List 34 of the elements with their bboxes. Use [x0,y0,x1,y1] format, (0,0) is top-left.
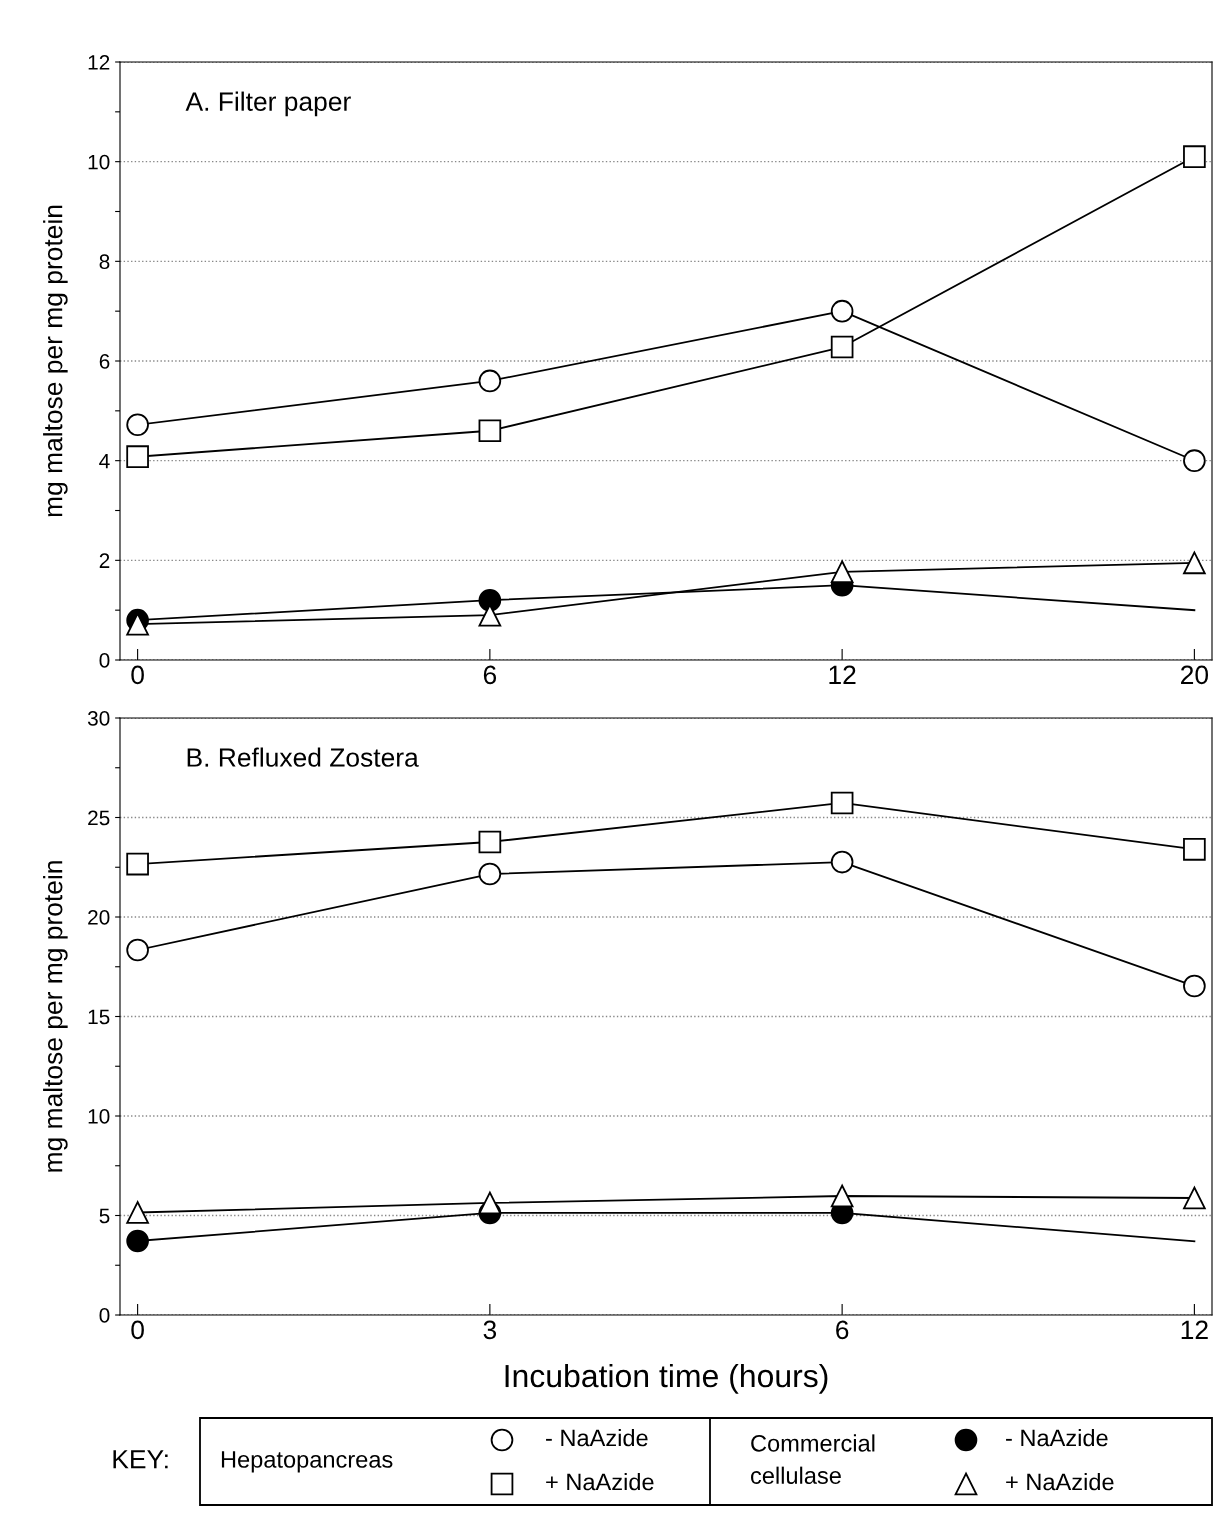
legend-label: - NaAzide [1006,1428,1108,1447]
y-tick-label: 2 [99,553,110,568]
x-tick-label: 12 [1181,1320,1208,1339]
y-tick-label: 0 [99,653,110,668]
y-axis-title: mg maltose per mg protein [43,205,68,517]
x-tick-label: 12 [829,665,856,684]
text: Hepatopancreas [221,1451,393,1473]
y-tick-label: 10 [88,154,110,170]
x-tick-label: 6 [836,1320,849,1340]
y-tick-label: 15 [88,1009,110,1025]
x-tick-label: 3 [483,1320,497,1340]
y-tick-label: 5 [99,1208,110,1224]
x-tick-label: 0 [131,1320,144,1340]
text: A. Filter paper [185,91,351,117]
x-tick-label: 0 [131,665,144,685]
x-axis-title: Incubation time (hours) [505,1363,828,1394]
y-tick-label: 20 [88,910,110,925]
text: Commercial cellulase [751,1434,875,1484]
text: B. Refluxed Zostera [187,747,419,767]
legend-label: + NaAzide [546,1472,654,1491]
y-tick-label: 10 [88,1109,110,1124]
y-tick-label: 8 [99,254,110,270]
x-tick-label: 6 [483,665,497,685]
y-tick-label: 12 [88,55,110,70]
y-axis-title: mg maltose per mg protein [43,861,68,1172]
y-tick-label: 4 [99,453,110,469]
y-tick-label: 25 [88,810,110,826]
legend-title: KEY: [113,1450,168,1469]
y-tick-label: 6 [99,354,110,369]
legend-label: - NaAzide [546,1428,648,1447]
y-tick-label: 0 [99,1308,110,1323]
legend-label: + NaAzide [1006,1472,1114,1491]
y-tick-label: 30 [87,711,110,726]
x-tick-label: 20 [1181,665,1209,685]
